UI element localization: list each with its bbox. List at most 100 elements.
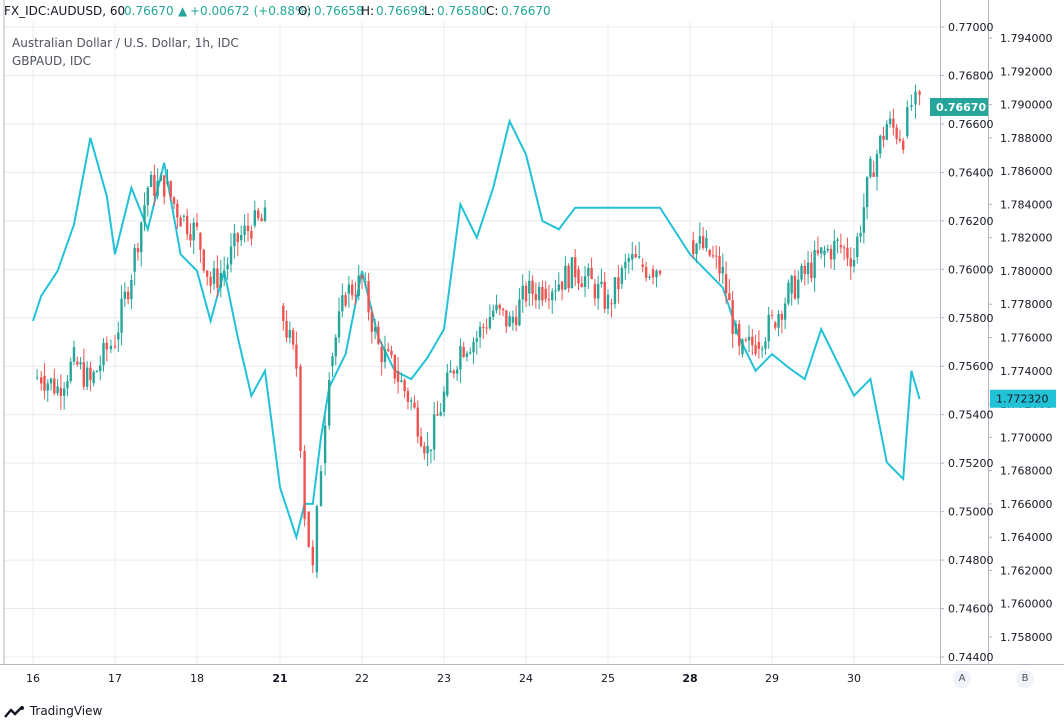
candle-body <box>436 414 439 416</box>
candle-body <box>560 281 564 290</box>
right-axis-tick-label: 1.768000 <box>1000 465 1053 478</box>
candle-body <box>126 291 130 300</box>
time-axis-tick-label: 29 <box>765 672 779 685</box>
candle-body <box>885 124 888 140</box>
time-axis-tick-label: 22 <box>355 672 369 685</box>
time-axis-tick-label: 24 <box>519 672 533 685</box>
candle-body <box>590 267 593 280</box>
candle-body <box>534 294 538 301</box>
candle-body <box>731 300 734 334</box>
candle-body <box>130 280 133 300</box>
candle-body <box>898 138 902 141</box>
candle-body <box>465 353 469 357</box>
candle-body <box>452 370 456 374</box>
candle-body <box>488 316 492 329</box>
candle-body <box>770 314 774 316</box>
candle-body <box>734 324 738 334</box>
candle-body <box>406 391 410 402</box>
candle-body <box>910 105 913 107</box>
left-axis-tick-label: 0.74800 <box>948 554 994 567</box>
candle-body <box>76 361 79 365</box>
left-axis-tick-label: 0.75600 <box>948 360 994 373</box>
candle-body <box>182 215 186 217</box>
price-change: +0.00672 (+0.88%) <box>190 4 312 18</box>
candle-body <box>311 546 314 566</box>
candle-body <box>641 264 644 267</box>
time-axis-tick-label: 23 <box>437 672 451 685</box>
candle-body <box>701 236 705 248</box>
candle-body <box>459 345 462 370</box>
candle-body <box>747 336 751 341</box>
candle-body <box>192 222 195 241</box>
right-axis-tick-label: 1.770000 <box>1000 431 1053 444</box>
symbol-label[interactable]: FX_IDC:AUDUSD, 60 <box>4 4 126 18</box>
right-axis-tick-label: 1.780000 <box>1000 265 1053 278</box>
candle-body <box>823 250 826 255</box>
left-axis-tick-label: 0.75200 <box>948 457 994 470</box>
left-axis-tick-label: 0.76400 <box>948 166 994 179</box>
candle-body <box>442 391 446 412</box>
time-axis-tick-label: 25 <box>601 672 615 685</box>
tradingview-brand[interactable]: TradingView <box>4 704 102 718</box>
candle-body <box>462 346 465 357</box>
candle-body <box>816 250 820 254</box>
candle-body <box>651 269 655 278</box>
candle-body <box>849 258 852 267</box>
candle-body <box>610 303 613 305</box>
tradingview-logo-icon <box>4 705 26 718</box>
last-price-tag-b <box>990 389 1056 408</box>
candle-body <box>253 210 256 226</box>
left-axis-tick-label: 0.76800 <box>948 69 994 82</box>
candle-body <box>123 291 127 299</box>
candle-body <box>793 275 797 299</box>
grid-lines <box>4 22 940 664</box>
scale-a-button[interactable]: A <box>953 670 971 688</box>
candle-body <box>902 140 905 150</box>
candle-body <box>511 316 515 323</box>
candle-body <box>72 347 76 362</box>
candle-body <box>429 449 433 452</box>
candle-body <box>547 299 551 301</box>
high-value: 0.76698 <box>376 4 426 18</box>
candle-body <box>754 345 757 354</box>
candle-body <box>655 270 658 278</box>
candle-body <box>260 218 263 222</box>
candle-body <box>66 381 69 389</box>
last-price: 0.76670 <box>124 4 174 18</box>
candle-body <box>117 332 120 340</box>
main-series-title[interactable]: Australian Dollar / U.S. Dollar, 1h, IDC <box>12 36 239 50</box>
candle-body <box>705 238 708 248</box>
candle-body <box>85 367 89 387</box>
candle-body <box>383 349 387 363</box>
candle-body <box>865 176 869 208</box>
candle-body <box>113 345 117 348</box>
candle-body <box>140 222 143 253</box>
candle-body <box>295 344 298 369</box>
candle-body <box>92 371 95 384</box>
candle-body <box>879 135 882 154</box>
candle-body <box>495 304 498 311</box>
up-arrow-icon: ▲ <box>178 4 188 18</box>
right-axis-tick-label: 1.760000 <box>1000 598 1053 611</box>
candle-body <box>185 215 189 235</box>
compare-series-title[interactable]: GBPAUD, IDC <box>12 54 92 68</box>
candle-body <box>240 234 243 241</box>
candle-body <box>195 222 199 227</box>
left-axis-tick-label: 0.77000 <box>948 21 994 34</box>
candle-body <box>149 174 153 187</box>
candle-body <box>423 446 426 454</box>
candle-body <box>328 379 331 426</box>
candle-body <box>419 436 423 447</box>
scale-b-button[interactable]: B <box>1016 670 1034 688</box>
candle-body <box>331 356 334 367</box>
candle-body <box>767 314 770 342</box>
candle-body <box>143 205 146 223</box>
candle-body <box>303 450 306 519</box>
candle-body <box>541 287 544 301</box>
candle-body <box>521 285 524 300</box>
candle-body <box>99 365 102 372</box>
left-axis-tick-label: 0.75400 <box>948 409 994 422</box>
candle-body <box>764 341 767 349</box>
candle-body <box>757 342 761 349</box>
